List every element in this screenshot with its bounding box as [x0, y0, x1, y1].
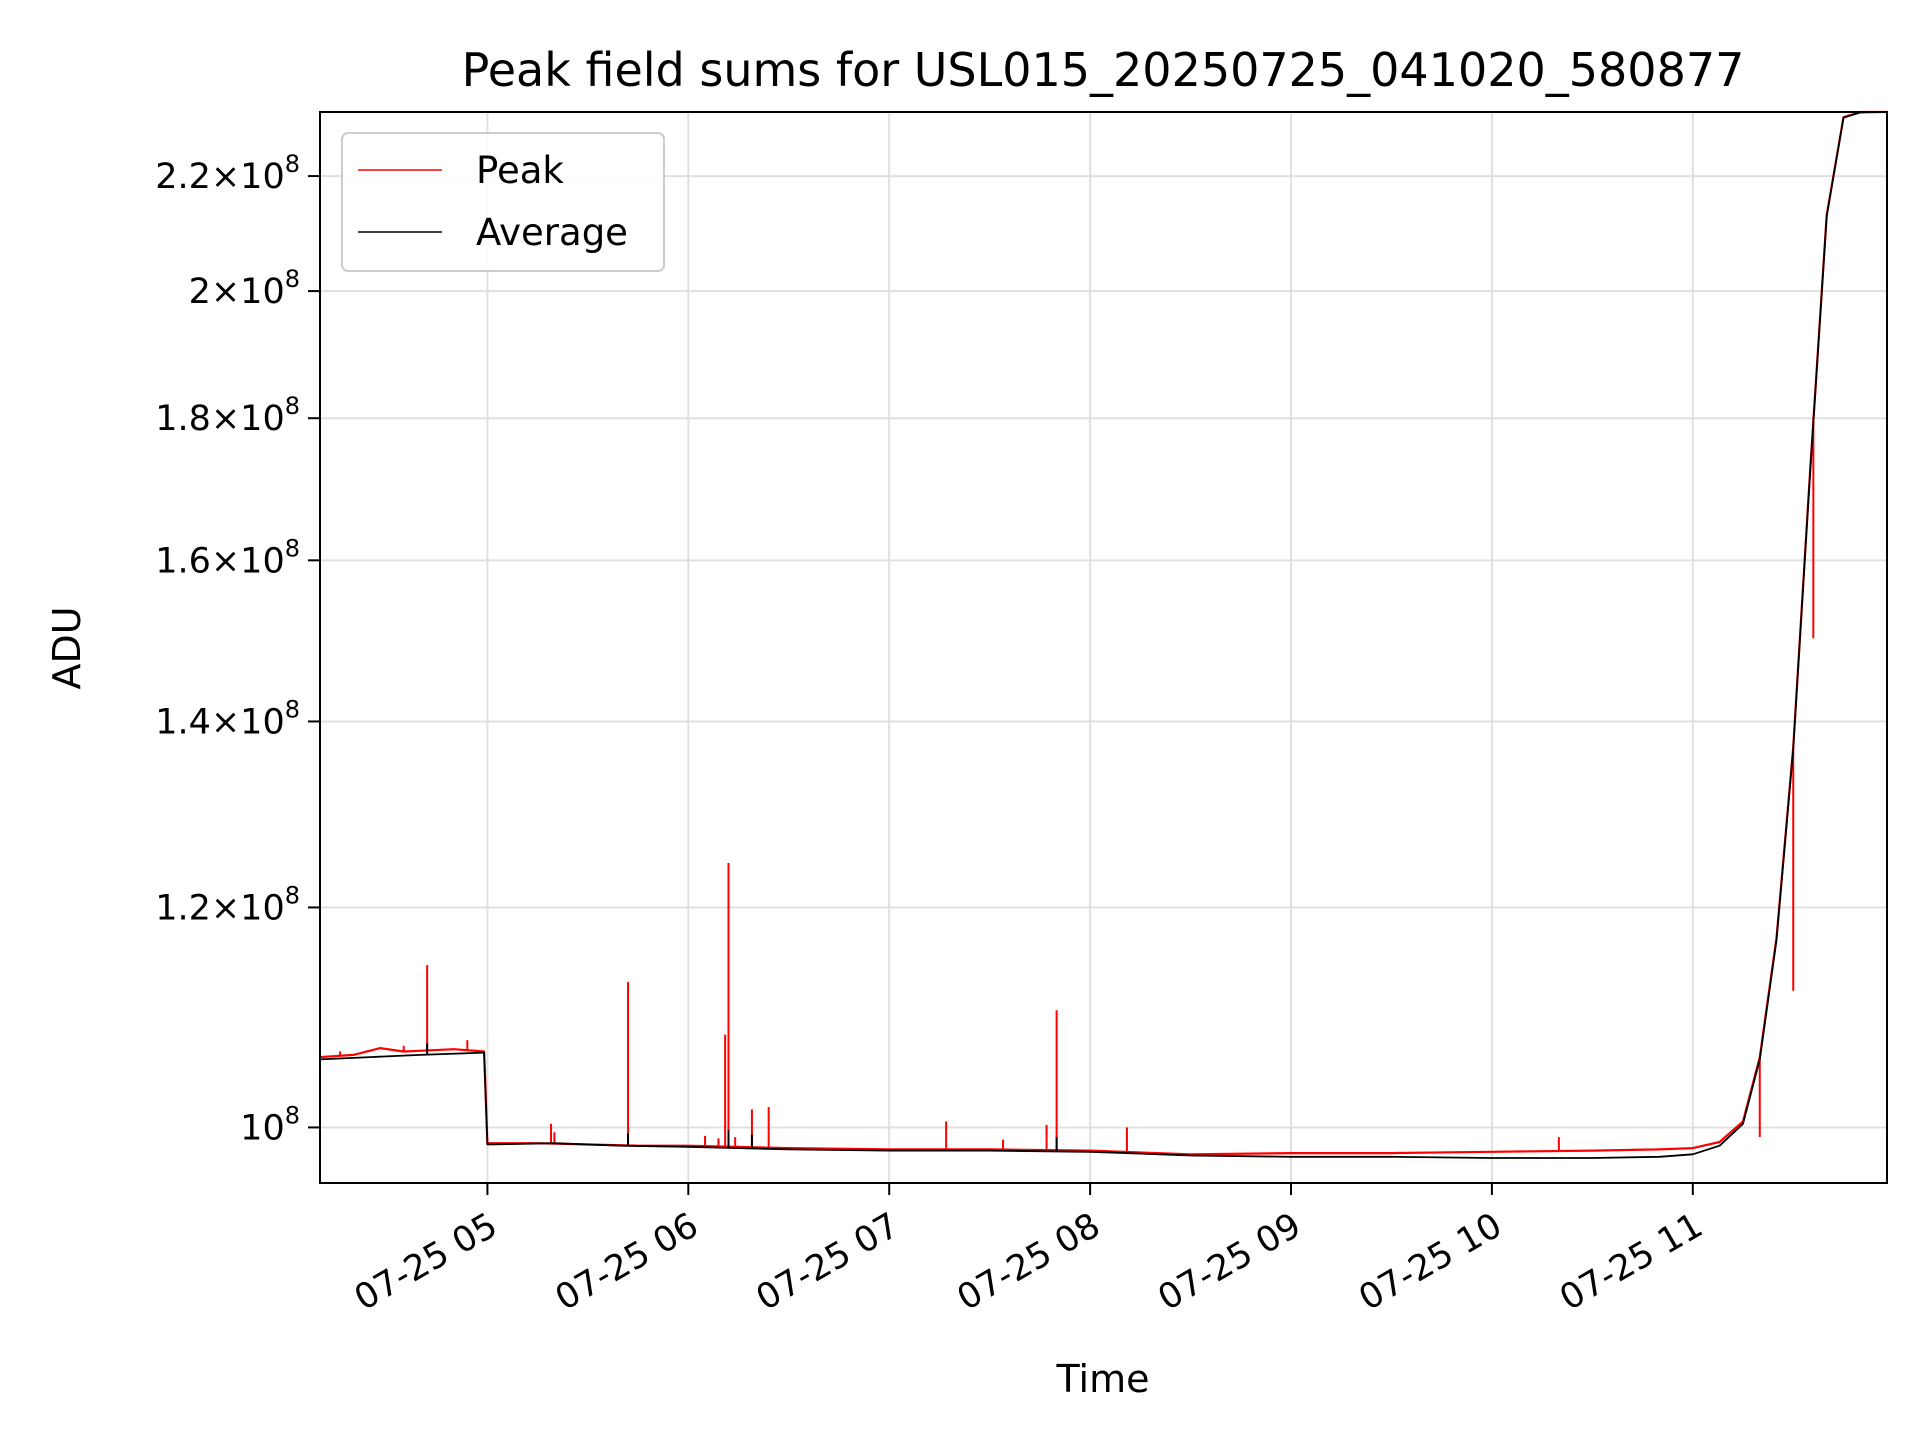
- y-tick-label: 1.6×108: [155, 534, 300, 581]
- y-tick-label: 2×108: [189, 265, 300, 312]
- chart-title: Peak field sums for USL015_20250725_0410…: [462, 43, 1745, 97]
- grid: [320, 112, 1887, 1183]
- y-tick-label: 1.2×108: [155, 881, 300, 928]
- y-tick-label: 108: [240, 1101, 300, 1148]
- y-tick-label: 1.4×108: [155, 695, 300, 742]
- legend-label-peak: Peak: [476, 149, 564, 192]
- plot-frame: [319, 111, 1888, 1184]
- series-line-average: [319, 111, 1888, 1159]
- x-axis-label: Time: [1056, 1357, 1150, 1401]
- legend: Peak Average: [341, 132, 665, 272]
- y-axis-ticks: 108 1.2×108 1.4×108 1.6×108 1.8×108 2×108 2.2×…: [155, 150, 320, 1148]
- y-axis-label: ADU: [45, 606, 89, 689]
- y-tick-label: 2.2×108: [155, 150, 300, 197]
- series-average: [319, 111, 1888, 1159]
- y-tick-label: 1.8×108: [155, 392, 300, 439]
- legend-box: [341, 132, 665, 272]
- legend-label-average: Average: [476, 211, 628, 254]
- series-lines: [319, 110, 1888, 1159]
